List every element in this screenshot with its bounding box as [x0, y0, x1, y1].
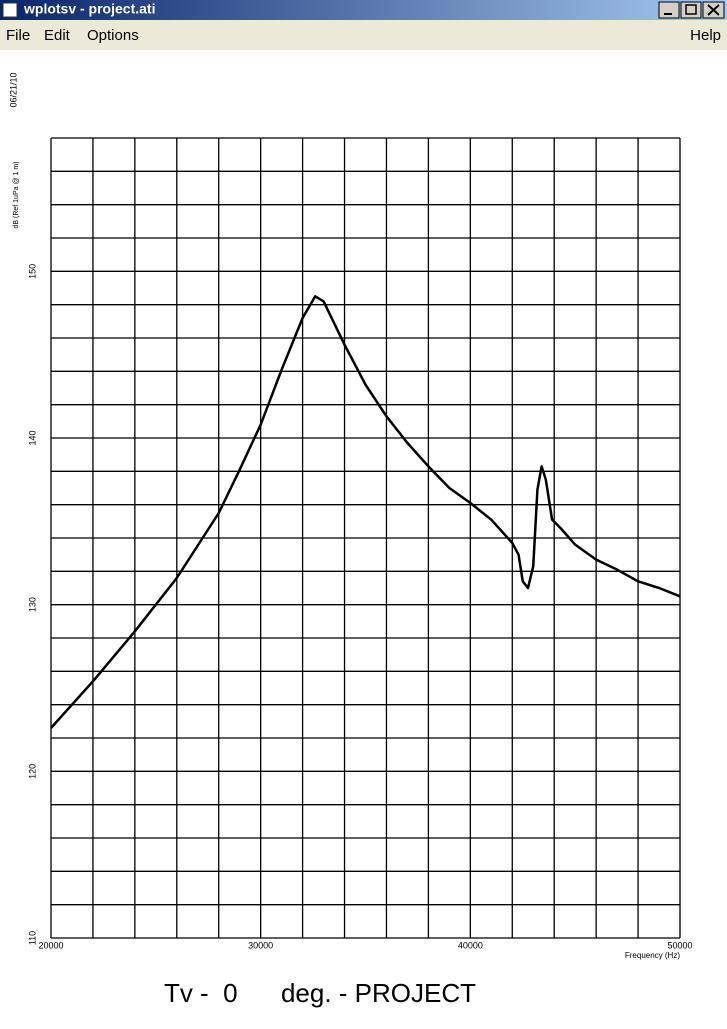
x-axis-label: Frequency (Hz) [625, 951, 680, 960]
plot-caption: Tv - 0 deg. - PROJECT [164, 978, 476, 1008]
y-tick-label: 130 [27, 597, 37, 612]
y-axis-label: dB (Ref 1uPa @ 1 m) [13, 161, 20, 228]
x-tick-label: 20000 [38, 940, 63, 950]
menu-item[interactable]: Options [87, 27, 139, 44]
window-controls[interactable] [658, 1, 725, 19]
x-tick-label: 40000 [458, 940, 483, 950]
x-tick-label: 50000 [667, 940, 692, 950]
menu-item[interactable]: File [6, 27, 30, 44]
plot-date: 06/21/10 [8, 72, 18, 107]
title-bar [0, 0, 727, 20]
y-tick-label: 110 [27, 931, 37, 945]
x-tick-label: 30000 [248, 940, 273, 950]
y-tick-label: 120 [27, 764, 37, 779]
menu-bar [0, 20, 727, 50]
app-icon [2, 2, 18, 18]
window-title: wplotsv - project.ati [23, 1, 155, 17]
menu-item[interactable]: Help [690, 27, 721, 44]
y-tick-label: 150 [27, 264, 37, 279]
y-tick-label: 140 [27, 430, 37, 445]
menu-item[interactable]: Edit [44, 27, 71, 44]
data-line [50, 295, 681, 729]
